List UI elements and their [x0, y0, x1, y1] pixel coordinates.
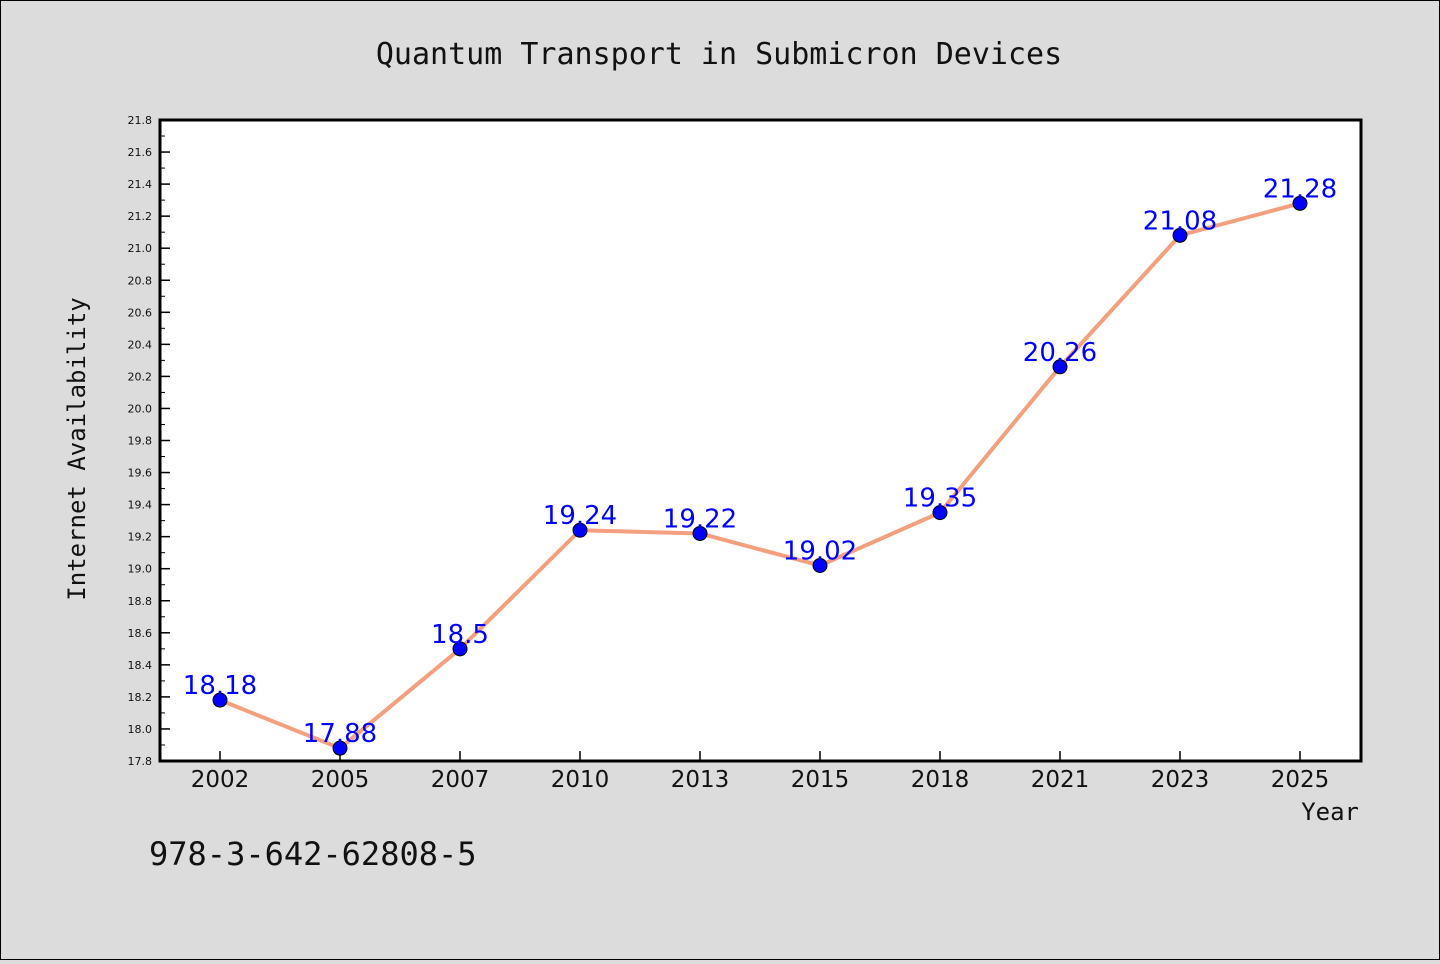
x-axis-ticks: 2002 2005 2007 2010 2013 2015 2018 2021 2023 2025 [191, 751, 1330, 793]
data-label: 17.88 [303, 719, 377, 749]
x-tick-label: 2007 [431, 767, 490, 793]
data-point [332, 740, 348, 756]
data-label: 18.18 [183, 671, 257, 701]
x-tick-label: 2025 [1271, 767, 1330, 793]
footnote: 978-3-642-62808-5 [149, 835, 477, 873]
data-label: 19.02 [783, 536, 857, 566]
y-tick-label: 18.6 [128, 627, 153, 640]
y-tick-label: 20.0 [128, 402, 153, 415]
x-tick-label: 2023 [1151, 767, 1210, 793]
y-tick-label: 19.0 [128, 563, 153, 576]
data-label: 19.22 [663, 504, 737, 534]
x-tick-label: 2021 [1031, 767, 1090, 793]
y-tick-label: 19.2 [128, 531, 153, 544]
chart-title: Quantum Transport in Submicron Devices [376, 37, 1062, 72]
y-tick-label: 19.4 [128, 499, 153, 512]
y-tick-label: 21.4 [128, 178, 153, 191]
data-point [452, 641, 468, 657]
data-label: 21.08 [1143, 206, 1217, 236]
data-point [932, 505, 948, 521]
y-tick-label: 20.6 [128, 306, 153, 319]
data-point [1172, 227, 1188, 243]
y-tick-label: 21.0 [128, 242, 153, 255]
series-line-group [218, 201, 1302, 751]
x-tick-label: 2005 [311, 767, 370, 793]
y-axis-ticks: 17.8 18.0 18.2 18.4 18.6 18.8 19.0 19.2 19.4 19.6… [128, 114, 170, 768]
data-label: 19.24 [543, 501, 617, 531]
series-line [218, 201, 1302, 751]
plot-area [158, 118, 1363, 763]
data-markers [212, 195, 1308, 756]
y-tick-label: 21.6 [128, 146, 153, 159]
data-labels: 18.18 17.88 18.5 19.24 19.22 19.02 19.35 20.26 2… [183, 174, 1337, 749]
y-tick-label: 21.8 [128, 114, 153, 127]
y-tick-label: 19.6 [128, 467, 153, 480]
y-tick-label: 18.4 [128, 659, 153, 672]
y-tick-label: 20.4 [128, 338, 153, 351]
y-tick-label: 20.8 [128, 274, 153, 287]
x-tick-label: 2018 [911, 767, 970, 793]
x-tick-label: 2015 [791, 767, 850, 793]
x-tick-label: 2013 [671, 767, 730, 793]
y-tick-label: 21.2 [128, 210, 153, 223]
y-tick-label: 18.8 [128, 595, 153, 608]
data-point [1292, 195, 1308, 211]
data-point [1052, 359, 1068, 375]
data-label: 18.5 [431, 620, 489, 650]
x-axis-label: Year [1301, 798, 1359, 826]
data-label: 20.26 [1023, 338, 1097, 368]
data-point [812, 557, 828, 573]
y-tick-label: 18.2 [128, 691, 153, 704]
y-tick-label: 17.8 [128, 755, 153, 768]
y-tick-label: 19.8 [128, 435, 153, 448]
y-axis-label: Internet Availability [63, 297, 91, 600]
y-tick-label: 18.0 [128, 723, 153, 736]
y-tick-label: 20.2 [128, 370, 153, 383]
data-label: 19.35 [903, 484, 977, 514]
x-tick-label: 2002 [191, 767, 250, 793]
x-tick-label: 2010 [551, 767, 610, 793]
data-point [692, 525, 708, 541]
data-point [212, 692, 228, 708]
data-label: 21.28 [1263, 174, 1337, 204]
data-point [572, 522, 588, 538]
